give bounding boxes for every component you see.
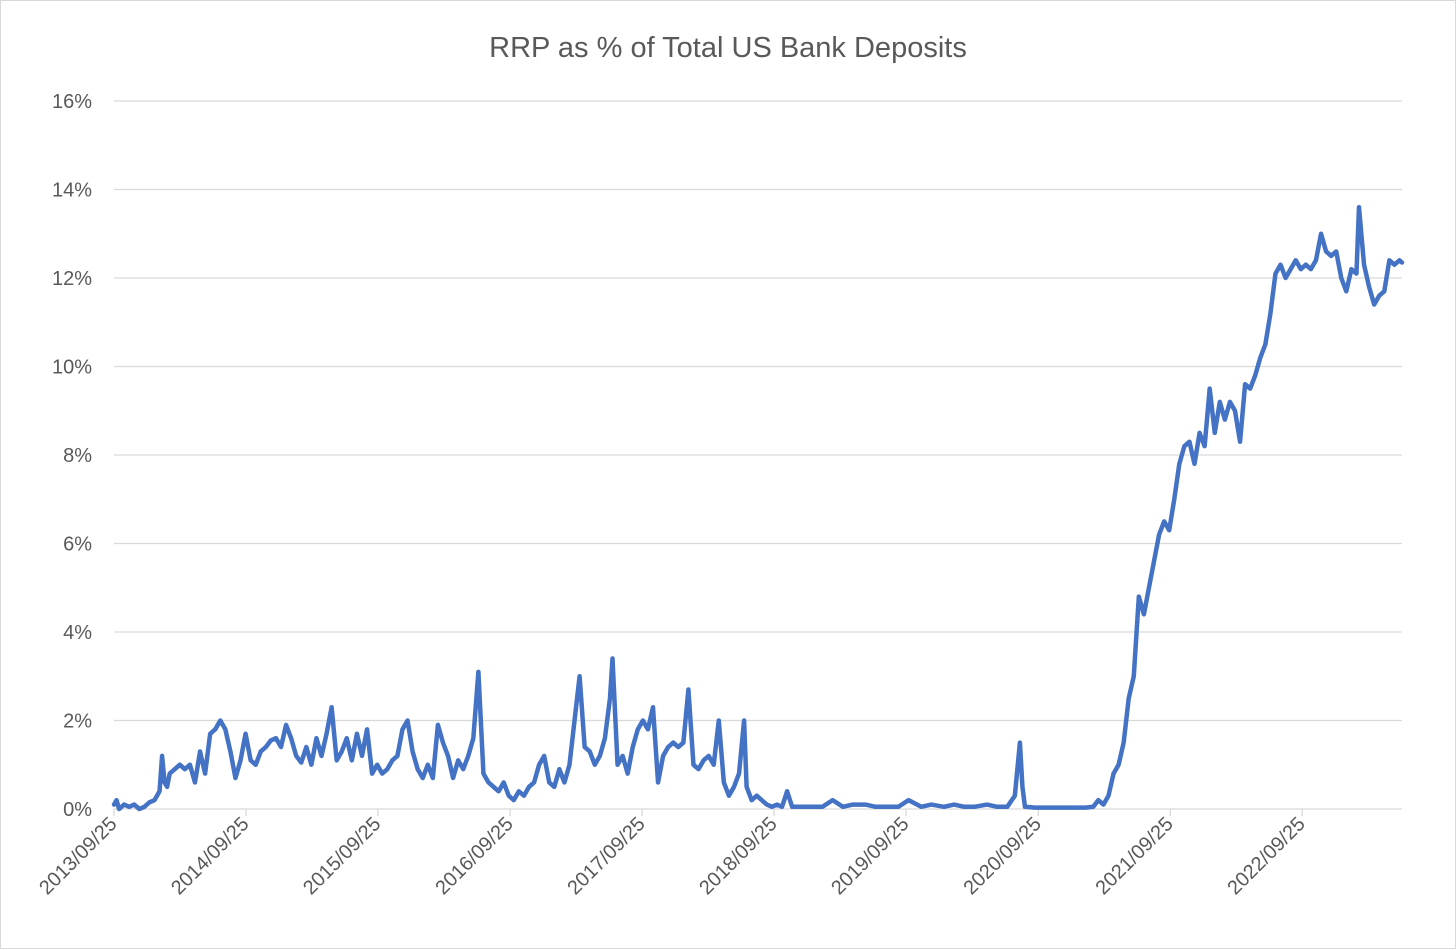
x-tick-label: 2017/09/25 bbox=[563, 813, 649, 899]
y-tick-label: 12% bbox=[52, 268, 92, 290]
x-tick-label: 2021/09/25 bbox=[1091, 813, 1177, 899]
x-tick-label: 2014/09/25 bbox=[167, 813, 253, 899]
x-axis: 2013/09/25 2014/09/25 2015/09/25 2016/09/25… bbox=[35, 808, 1402, 899]
x-tick-label: 2019/09/25 bbox=[827, 813, 913, 899]
y-tick-label: 10% bbox=[52, 357, 92, 379]
y-tick-label: 14% bbox=[52, 180, 92, 202]
series-layer bbox=[111, 204, 1405, 812]
y-tick-label: 8% bbox=[63, 445, 92, 467]
x-tick-label: 2015/09/25 bbox=[299, 813, 385, 899]
y-tick-label: 2% bbox=[63, 711, 92, 733]
y-tick-label: 6% bbox=[63, 534, 92, 556]
x-tick-label: 2020/09/25 bbox=[960, 813, 1046, 899]
y-tick-label: 4% bbox=[63, 622, 92, 644]
x-tick-label: 2018/09/25 bbox=[695, 813, 781, 899]
series-line bbox=[111, 204, 1405, 812]
y-axis-tick-labels: 0% 2% 4% 6% 8% 10% 12% 14% 16% bbox=[52, 91, 92, 821]
y-tick-label: 0% bbox=[63, 799, 92, 821]
chart-title: RRP as % of Total US Bank Deposits bbox=[489, 32, 967, 64]
x-tick-label: 2013/09/25 bbox=[35, 813, 121, 899]
y-tick-label: 16% bbox=[52, 91, 92, 113]
gridlines bbox=[114, 100, 1402, 722]
x-tick-label: 2022/09/25 bbox=[1223, 813, 1309, 899]
x-tick-label: 2016/09/25 bbox=[431, 813, 517, 899]
